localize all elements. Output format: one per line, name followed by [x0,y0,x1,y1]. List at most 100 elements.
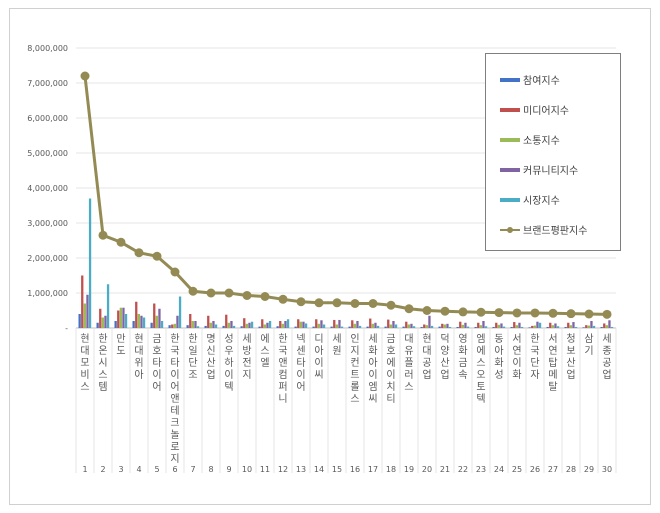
bar-미디어지수 [189,314,192,328]
bar-시장지수 [286,319,290,328]
bar-커뮤니티지수 [266,322,269,328]
bar-시장지수 [304,323,308,328]
rank-label: 12 [278,465,288,474]
legend-item: 참여지수 [500,72,560,87]
bar-커뮤니티지수 [320,320,323,328]
legend-label: 참여지수 [523,76,560,87]
bar-커뮤니티지수 [410,323,413,328]
chart-frame: - 1,000,000 2,000,000 3,000,000 4,000,000 5,0… [9,8,651,505]
bar-참여지수 [384,326,387,328]
bar-참여지수 [186,325,189,328]
bar-커뮤니티지수 [284,321,287,328]
legend: 참여지수 미디어지수 소통지수 커뮤니티지수 시장지수 브랜드평판지수 [485,53,621,251]
bar-소통지수 [209,322,212,328]
line-point [548,308,558,318]
bar-시장지수 [592,325,596,328]
bar-참여지수 [348,326,351,328]
line-point [602,309,612,319]
bar-커뮤니티지수 [194,321,197,328]
rank-label: 9 [226,465,231,474]
bar-커뮤니티지수 [572,322,575,328]
rank-label: 29 [584,465,594,474]
bar-참여지수 [438,326,441,328]
bar-시장지수 [250,321,254,328]
bar-소통지수 [569,325,572,328]
bar-참여지수 [600,326,603,328]
bar-참여지수 [222,325,225,328]
y-tick-label: 3,000,000 [27,219,68,228]
y-tick-label: - [65,324,68,333]
bar-참여지수 [258,326,261,328]
bar-커뮤니티지수 [518,322,521,328]
line-point [98,230,108,240]
bar-커뮤니티지수 [446,323,449,328]
bar-커뮤니티지수 [302,321,305,328]
bar-소통지수 [353,323,356,328]
bar-미디어지수 [297,319,300,328]
bar-시장지수 [556,326,560,328]
bar-시장지수 [106,284,110,328]
bar-소통지수 [587,325,590,328]
line-point [224,288,234,298]
line-point [116,237,126,247]
bar-시장지수 [376,325,380,328]
legend-swatch-icon [500,197,520,202]
bar-미디어지수 [585,325,588,328]
line-point [242,290,252,300]
bar-커뮤니티지수 [392,321,395,328]
rank-label: 6 [172,465,177,474]
bar-시장지수 [124,314,128,328]
bar-소통지수 [407,324,410,328]
bar-참여지수 [96,322,99,328]
bar-미디어지수 [117,310,120,328]
bar-소통지수 [263,324,266,328]
bar-시장지수 [502,326,506,328]
bar-참여지수 [168,325,171,328]
line-point [152,251,162,261]
legend-line-marker-icon [500,226,520,233]
legend-swatch-icon [500,167,520,172]
y-tick-label: 6,000,000 [27,114,68,123]
line-point [170,267,180,277]
bar-시장지수 [358,325,362,328]
bar-시장지수 [178,296,182,328]
bar-시장지수 [610,326,614,328]
bar-미디어지수 [153,303,156,328]
bar-미디어지수 [261,319,264,328]
line-point [314,298,324,308]
bar-미디어지수 [441,323,444,328]
bar-시장지수 [412,326,416,328]
bar-소통지수 [371,323,374,328]
bar-커뮤니티지수 [248,322,251,328]
bar-소통지수 [173,323,176,328]
bar-소통지수 [335,324,338,328]
bar-시장지수 [520,326,524,328]
bar-소통지수 [227,322,230,328]
line-point [188,286,198,296]
bar-소통지수 [605,325,608,328]
rank-label: 24 [494,465,504,474]
bar-미디어지수 [513,322,516,328]
bar-참여지수 [294,326,297,328]
bar-미디어지수 [567,322,570,328]
legend-item: 미디어지수 [500,102,569,117]
bar-소통지수 [83,303,86,328]
bar-소통지수 [425,325,428,328]
bar-시장지수 [484,326,488,328]
bar-참여지수 [132,321,135,328]
bar-시장지수 [196,326,200,328]
bar-커뮤니티지수 [590,321,593,328]
legend-swatch-icon [500,137,520,142]
bar-커뮤니티지수 [554,323,557,328]
bar-시장지수 [448,326,452,328]
bar-참여지수 [492,326,495,328]
bar-커뮤니티지수 [482,321,485,328]
rank-label: 27 [548,465,558,474]
bar-소통지수 [245,323,248,328]
